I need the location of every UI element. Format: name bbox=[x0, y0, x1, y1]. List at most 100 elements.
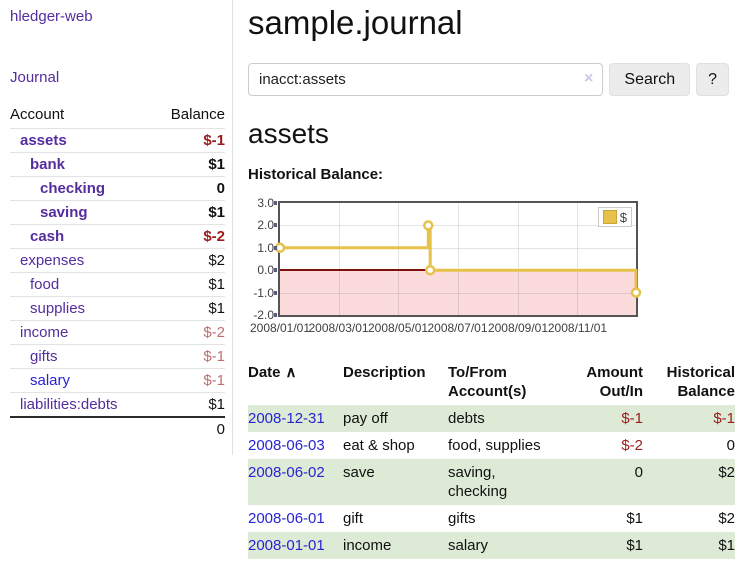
account-heading: assets bbox=[248, 118, 329, 149]
register-date-cell: 2008-06-02 bbox=[248, 459, 343, 505]
register-header-label: Description bbox=[343, 364, 426, 381]
y-axis-tick-mark bbox=[274, 268, 277, 273]
account-link-income[interactable]: income bbox=[20, 324, 69, 341]
register-date-cell: 2008-06-03 bbox=[248, 432, 343, 459]
horizontal-gridline bbox=[280, 292, 636, 294]
account-link-food[interactable]: food bbox=[30, 276, 60, 293]
balance-series bbox=[274, 220, 642, 298]
account-link-saving[interactable]: saving bbox=[40, 204, 88, 221]
balance-line bbox=[280, 223, 638, 293]
y-axis-tick-label: -2.0 bbox=[253, 308, 274, 322]
y-axis-tick-mark bbox=[274, 201, 277, 205]
register-row: 2008-06-01 gift gifts $1 $2 bbox=[248, 505, 735, 532]
y-axis-tick-label: 1.0 bbox=[257, 240, 274, 255]
historical-balance-chart: $ 3.0 2.0 1.0 0.0 -1.0 -2.0 2008/01/01 2008/03/… bbox=[248, 194, 735, 344]
transaction-date-link[interactable]: 2008-06-01 bbox=[248, 510, 325, 527]
account-link-salary[interactable]: salary bbox=[30, 372, 71, 389]
account-row: income $-2 bbox=[10, 320, 225, 345]
account-balance: $-2 bbox=[203, 324, 225, 341]
account-link-liabilities-debts[interactable]: liabilities:debts bbox=[20, 396, 118, 413]
page-title: sample.journal bbox=[248, 4, 463, 41]
account-link-expenses[interactable]: expenses bbox=[20, 252, 85, 269]
account-row: gifts $-1 bbox=[10, 344, 225, 369]
register-header-label: Historical Balance bbox=[666, 364, 735, 400]
account-cell: expenses bbox=[10, 249, 118, 273]
account-balance: 0 bbox=[216, 180, 225, 197]
help-button[interactable]: ? bbox=[696, 63, 729, 96]
total-row: 0 bbox=[10, 417, 225, 441]
account-row: expenses $2 bbox=[10, 248, 225, 273]
register-date-cell: 2008-01-01 bbox=[248, 532, 343, 559]
register-header-1: Description bbox=[343, 361, 448, 405]
total-balance: 0 bbox=[216, 421, 225, 438]
account-cell: salary bbox=[10, 369, 118, 393]
clear-search-icon[interactable]: × bbox=[584, 70, 594, 87]
account-column-header: Account bbox=[10, 106, 65, 123]
x-axis-tick-label: 2008/05/01 bbox=[367, 321, 429, 335]
transaction-date-link[interactable]: 2008-06-03 bbox=[248, 437, 325, 454]
account-row: salary $-1 bbox=[10, 368, 225, 393]
account-link-checking[interactable]: checking bbox=[40, 180, 106, 197]
register-amount-cell: $-2 bbox=[621, 437, 643, 454]
account-balance: $-1 bbox=[203, 132, 225, 149]
sort-ascending-icon: ∧ bbox=[285, 364, 297, 381]
account-row: bank $1 bbox=[10, 152, 225, 177]
register-balance-cell: $2 bbox=[718, 464, 735, 481]
plot-area[interactable]: $ bbox=[274, 201, 642, 317]
data-point-marker bbox=[630, 287, 642, 298]
account-link-bank[interactable]: bank bbox=[30, 156, 66, 173]
account-balance-table: Account Balance assets $-1 bank $1 checking 0… bbox=[10, 103, 225, 441]
transaction-date-link[interactable]: 2008-01-01 bbox=[248, 537, 325, 554]
account-cell: bank bbox=[10, 153, 118, 177]
register-header-2: To/From Account(s) bbox=[448, 361, 578, 405]
account-row: assets $-1 bbox=[10, 128, 225, 153]
x-axis-tick-label: 2008/09/01 bbox=[487, 321, 548, 335]
register-amount-cell: $1 bbox=[626, 510, 643, 527]
x-axis-tick-label: 2008/11/01 bbox=[547, 321, 608, 335]
account-balance: $1 bbox=[208, 396, 225, 413]
register-header-row: Date ∧ Description To/From Account(s) Amount… bbox=[248, 361, 735, 405]
account-link-gifts[interactable]: gifts bbox=[30, 348, 58, 365]
vertical-gridline bbox=[338, 203, 340, 315]
register-accounts-cell: gifts bbox=[448, 510, 476, 527]
account-link-assets[interactable]: assets bbox=[20, 132, 67, 149]
register-row: 2008-06-03 eat & shop food, supplies $-2 0 bbox=[248, 432, 735, 459]
register-header-label: Date bbox=[248, 364, 281, 381]
data-point-marker bbox=[274, 242, 286, 254]
account-row: checking 0 bbox=[10, 176, 225, 201]
account-link-cash[interactable]: cash bbox=[30, 228, 65, 245]
horizontal-gridline bbox=[280, 247, 636, 249]
y-axis-tick-mark bbox=[274, 245, 277, 250]
register-header-label: Amount Out/In bbox=[586, 364, 643, 400]
vertical-gridline bbox=[398, 203, 400, 315]
account-balance: $2 bbox=[208, 252, 225, 269]
account-row: cash $-2 bbox=[10, 224, 225, 249]
sidebar: hledger-web Journal Account Balance asse… bbox=[0, 0, 233, 455]
account-link-supplies[interactable]: supplies bbox=[30, 300, 86, 317]
transaction-date-link[interactable]: 2008-12-31 bbox=[248, 410, 325, 427]
register-balance-cell: $-1 bbox=[713, 410, 735, 427]
journal-nav-link[interactable]: Journal bbox=[10, 69, 60, 86]
chart-title: Historical Balance: bbox=[248, 166, 384, 183]
account-cell: assets bbox=[10, 129, 118, 153]
register-description-cell: income bbox=[343, 537, 392, 554]
register-accounts-cell: saving, checking bbox=[448, 464, 508, 500]
balance-column-header: Balance bbox=[170, 106, 225, 123]
register-row: 2008-12-31 pay off debts $-1 $-1 bbox=[248, 405, 735, 432]
y-axis-tick-label: 0.0 bbox=[257, 263, 274, 278]
search-input[interactable] bbox=[248, 63, 604, 96]
search-button[interactable]: Search bbox=[609, 63, 691, 96]
register-header-0[interactable]: Date ∧ bbox=[248, 361, 343, 405]
register-header-3: Amount Out/In bbox=[578, 361, 643, 405]
data-point-marker bbox=[424, 264, 436, 276]
chart-legend: $ bbox=[597, 207, 632, 227]
account-balance: $1 bbox=[208, 204, 225, 221]
transaction-date-link[interactable]: 2008-06-02 bbox=[248, 464, 325, 481]
app-title-link[interactable]: hledger-web bbox=[10, 8, 93, 25]
account-balance: $1 bbox=[208, 300, 225, 317]
y-axis-tick-mark bbox=[274, 313, 277, 317]
legend-color-swatch bbox=[602, 210, 617, 224]
register-amount-cell: $1 bbox=[626, 537, 643, 554]
register-accounts-cell: debts bbox=[448, 410, 485, 427]
account-cell: supplies bbox=[10, 297, 118, 321]
